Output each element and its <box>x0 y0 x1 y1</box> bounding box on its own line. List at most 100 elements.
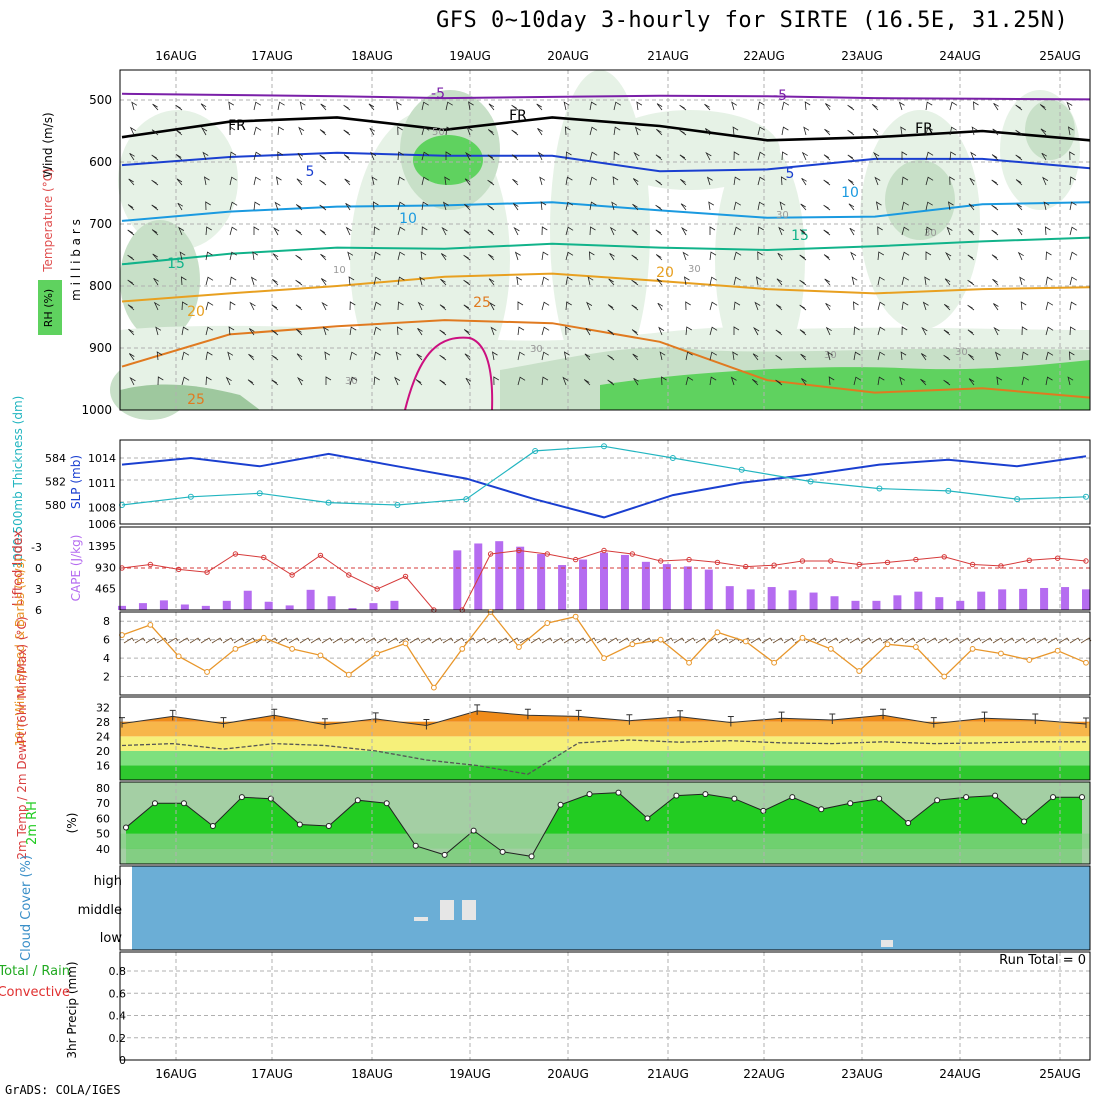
wind-barb <box>873 151 880 161</box>
wind-barb <box>442 201 449 211</box>
wind-barb <box>541 276 550 286</box>
slp-tick: 1008 <box>88 502 116 515</box>
wind-barb <box>320 253 327 261</box>
wind-barb <box>1044 226 1051 236</box>
temp-tick: 28 <box>96 716 110 729</box>
li-marker <box>261 554 267 561</box>
wind-barb <box>757 151 766 161</box>
wind-speed-marker <box>289 645 296 652</box>
panel-frame <box>119 781 1091 865</box>
wind-barb <box>920 378 927 386</box>
wind10m-label: 10m Wind Speed & Barbs (m/s) <box>13 558 27 747</box>
wind-barb <box>368 103 375 111</box>
wind-barb <box>658 326 665 336</box>
wind-barb <box>394 376 401 386</box>
wind-barb-10m <box>893 637 905 644</box>
cape-bar <box>579 559 588 610</box>
wind-barb <box>1066 101 1073 111</box>
wind-barb <box>968 378 975 386</box>
wind-barb <box>463 254 471 261</box>
wind-barb <box>129 376 136 386</box>
wind-barb <box>733 226 742 236</box>
wind-barb <box>709 326 718 336</box>
cape-bar <box>453 550 462 610</box>
wind-barb <box>373 376 380 386</box>
wind-speed-marker <box>941 673 948 680</box>
thickness-marker <box>1014 496 1021 503</box>
x-tick-bottom: 22AUG <box>743 1067 785 1081</box>
wind-barb <box>397 276 405 286</box>
wind-barb <box>607 304 615 311</box>
x-tick-top: 22AUG <box>743 49 785 63</box>
cloud-gap <box>414 917 428 921</box>
wind-barb-10m <box>772 637 784 644</box>
wind-barb <box>516 276 523 286</box>
wind-barb <box>584 353 591 361</box>
wind-barb <box>589 226 596 236</box>
wind-barb <box>969 177 976 186</box>
wind-barb-10m <box>992 637 1004 644</box>
wind-tick: 6 <box>103 634 110 647</box>
rh2m-label: 2m RH <box>25 801 40 845</box>
wind-barb-10m <box>629 637 641 644</box>
rh-tick: 70 <box>96 797 110 810</box>
wind-barb <box>439 304 447 311</box>
temp-minmax-bar <box>372 712 379 723</box>
wind-barb <box>511 154 519 161</box>
rh-marker <box>1021 818 1028 825</box>
wind-barb <box>994 351 1001 361</box>
wind-barb <box>415 379 423 386</box>
rh-tick: 40 <box>96 843 110 856</box>
cape-bar <box>369 603 378 610</box>
wind-barb <box>971 126 978 136</box>
wind-barb <box>565 176 573 186</box>
wind-barb <box>252 251 259 261</box>
wind-barb <box>681 226 688 236</box>
wind-barb <box>901 226 910 236</box>
wind-barb <box>589 101 597 111</box>
wind-barb <box>439 379 447 386</box>
precip-tick: 0.4 <box>109 1010 127 1023</box>
temp-tick: 24 <box>96 730 110 743</box>
wind-barb <box>324 351 331 361</box>
wind-barb <box>1015 179 1023 186</box>
x-tick-bottom: 20AUG <box>547 1067 589 1081</box>
wind-barb-10m <box>222 637 234 644</box>
cloud-level: middle <box>78 903 122 918</box>
rh-shading <box>1025 100 1075 160</box>
wind-barb <box>900 126 907 136</box>
cape-bar <box>1019 588 1028 610</box>
wind-barb-10m <box>904 637 916 644</box>
wind-barb <box>517 351 525 361</box>
precip-tick: 0.8 <box>109 965 127 978</box>
wind-barb <box>177 202 184 211</box>
wind-barb <box>565 201 574 211</box>
wind-speed-marker <box>998 650 1004 657</box>
pressure-tick: 900 <box>89 341 112 355</box>
wind-barb <box>781 151 788 161</box>
wind-barb <box>397 301 404 311</box>
panel-frame <box>119 611 1091 696</box>
wind-barb <box>901 151 908 160</box>
cape-bar <box>725 586 734 610</box>
temp-tick: 32 <box>96 701 110 714</box>
li-marker <box>1083 558 1089 564</box>
wind-barb <box>562 376 569 386</box>
wind-barb <box>322 326 329 336</box>
wind-barb <box>463 329 471 336</box>
wind-barb <box>996 376 1003 386</box>
wind-barb <box>320 103 327 111</box>
cape-bar <box>1061 587 1070 610</box>
wind-barb-10m <box>310 637 322 644</box>
wind-barb <box>295 229 303 236</box>
rh-marker <box>354 797 361 804</box>
temperature-contour <box>121 92 1091 101</box>
precip-convective-label: Convective <box>0 985 70 1000</box>
wind-barb-10m <box>761 637 773 644</box>
li-marker <box>998 563 1004 569</box>
wind-tick: 4 <box>103 652 110 665</box>
wind-speed-marker <box>1054 647 1061 654</box>
wind-barb <box>682 251 689 261</box>
wind-barb <box>205 226 212 236</box>
wind-barb <box>799 229 807 236</box>
